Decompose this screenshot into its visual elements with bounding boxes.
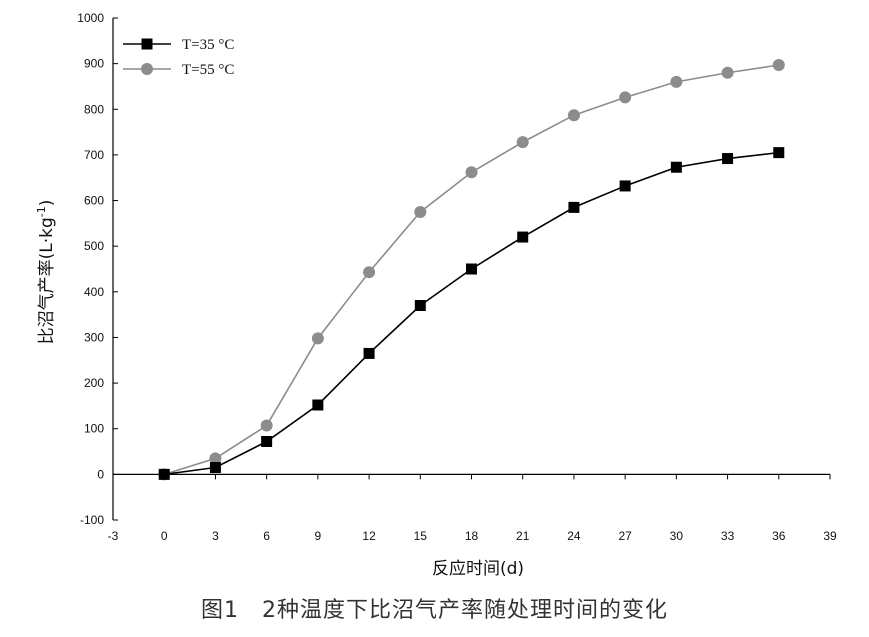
data-point: [721, 66, 734, 79]
data-point: [670, 161, 682, 173]
x-tick-label: 0: [161, 529, 168, 543]
data-point: [722, 153, 734, 165]
legend-marker-square: [141, 38, 153, 50]
x-tick-label: 36: [772, 529, 786, 543]
data-point: [465, 166, 478, 179]
x-tick-label: 21: [516, 529, 530, 543]
y-axis-title-close: ): [37, 200, 57, 207]
y-tick-label: 1000: [77, 11, 104, 25]
data-point: [670, 75, 683, 88]
x-tick-label: 12: [362, 529, 376, 543]
axes: [112, 17, 831, 521]
y-tick-label: -100: [80, 513, 104, 527]
x-tick-label: 27: [618, 529, 632, 543]
legend-label: T=55 °C: [182, 62, 234, 78]
x-tick-label: -3: [108, 529, 119, 543]
x-tick-label: 9: [315, 529, 322, 543]
legend: T=35 °C T=55 °C: [123, 37, 234, 78]
x-tick-label: 24: [567, 529, 581, 543]
x-tick-label: 30: [670, 529, 684, 543]
y-tick-label: 400: [84, 285, 104, 299]
series-line: [164, 151, 779, 476]
legend-label: T=35 °C: [182, 37, 234, 53]
x-tick-label: 3: [212, 529, 219, 543]
data-point: [209, 462, 221, 474]
x-tick-label: 15: [414, 529, 428, 543]
data-point: [414, 300, 426, 312]
y-tick-label: 900: [84, 57, 104, 71]
y-axis-title-main: 比沼气产率(L·kg: [37, 217, 57, 344]
x-tick-label: 39: [823, 529, 837, 543]
data-point: [260, 419, 273, 432]
y-tick-label: 200: [84, 376, 104, 390]
tick-labels: -100 0 100 200 300 400 500 600 700 800 900 1000 -3 0 3…: [77, 11, 837, 543]
y-tick-label: 500: [84, 239, 104, 253]
data-point: [772, 59, 785, 72]
data-point: [619, 180, 631, 192]
y-tick-label: 100: [84, 422, 104, 436]
legend-item: T=55 °C: [123, 62, 234, 78]
legend-item: T=35 °C: [123, 37, 234, 53]
x-tick-label: 6: [263, 529, 270, 543]
data-point: [466, 263, 477, 275]
data-point: [773, 147, 785, 159]
data-point: [567, 109, 580, 122]
data-point: [261, 436, 273, 448]
data-point: [516, 136, 529, 149]
data-point: [619, 91, 632, 104]
y-axis-title: 比沼气产率(L·kg-1): [35, 200, 57, 345]
y-tick-label: 600: [84, 194, 104, 208]
data-point: [311, 332, 324, 345]
x-axis-title: 反应时间(d): [432, 559, 524, 579]
series-t35: [158, 147, 785, 480]
data-point: [363, 347, 375, 359]
data-point: [568, 201, 580, 213]
data-point: [363, 266, 376, 279]
chart: -100 0 100 200 300 400 500 600 700 800 900 1000 -3 0 3…: [35, 11, 837, 579]
legend-marker-circle: [141, 63, 153, 75]
data-point: [517, 231, 529, 243]
y-tick-label: 800: [84, 102, 104, 116]
y-axis-title-sup: -1: [35, 206, 48, 217]
data-point: [209, 452, 222, 465]
x-tick-label: 33: [721, 529, 735, 543]
figure-caption: 图1 2种温度下比沼气产率随处理时间的变化: [201, 598, 668, 623]
data-point: [414, 205, 427, 218]
data-point: [312, 399, 324, 411]
series-layer: [158, 59, 785, 481]
y-tick-label: 700: [84, 148, 104, 162]
y-tick-label: 0: [97, 467, 104, 481]
data-point: [158, 468, 170, 480]
x-tick-label: 18: [465, 529, 479, 543]
y-tick-label: 300: [84, 330, 104, 344]
